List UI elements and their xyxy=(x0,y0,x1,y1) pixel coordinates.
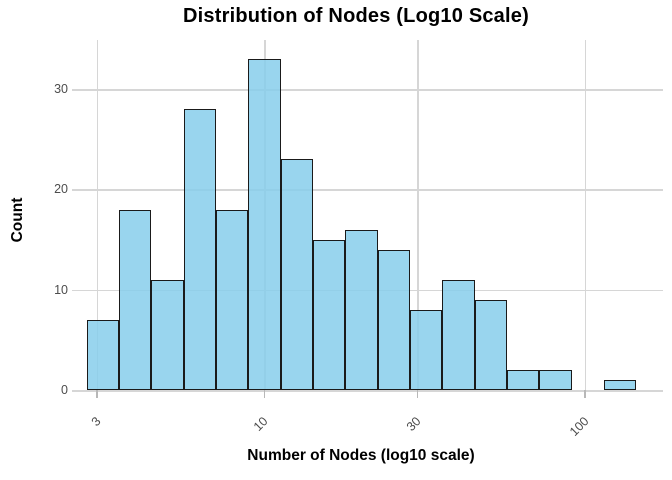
histogram-bar xyxy=(410,309,443,390)
histogram-bar xyxy=(119,209,152,390)
y-gridline xyxy=(72,390,663,392)
y-tick-label: 0 xyxy=(61,383,68,397)
histogram-bar xyxy=(442,279,475,390)
histogram-bar xyxy=(183,109,216,390)
histogram-bar xyxy=(248,59,281,390)
x-tick-mark xyxy=(584,390,586,398)
x-gridline xyxy=(584,40,587,390)
x-gridline xyxy=(96,40,99,390)
histogram-bar xyxy=(539,369,572,390)
histogram-bar xyxy=(507,369,540,390)
y-tick-label: 30 xyxy=(54,82,68,97)
y-axis-title: Count xyxy=(9,197,26,243)
histogram-bar xyxy=(604,380,637,390)
y-gridline xyxy=(72,89,663,91)
chart-title: Distribution of Nodes (Log10 Scale) xyxy=(183,5,529,27)
histogram-bar xyxy=(86,319,119,390)
histogram-bar xyxy=(313,239,346,390)
plot-panel: 3 10 30 100 xyxy=(72,40,663,439)
histogram-bar xyxy=(216,209,249,390)
x-tick-mark xyxy=(416,390,418,398)
y-tick-label: 20 xyxy=(54,182,68,197)
x-axis-title: Number of Nodes (log10 scale) xyxy=(247,447,475,464)
histogram-bar xyxy=(151,279,184,390)
histogram-bar xyxy=(377,249,410,390)
x-gridline xyxy=(417,40,419,390)
histogram-bar xyxy=(280,159,313,390)
y-gridline xyxy=(72,189,663,191)
x-tick-mark xyxy=(263,390,265,398)
x-tick-mark xyxy=(96,390,98,398)
histogram-bar xyxy=(474,299,507,390)
y-tick-label: 10 xyxy=(54,282,68,297)
histogram-bar xyxy=(345,229,378,390)
